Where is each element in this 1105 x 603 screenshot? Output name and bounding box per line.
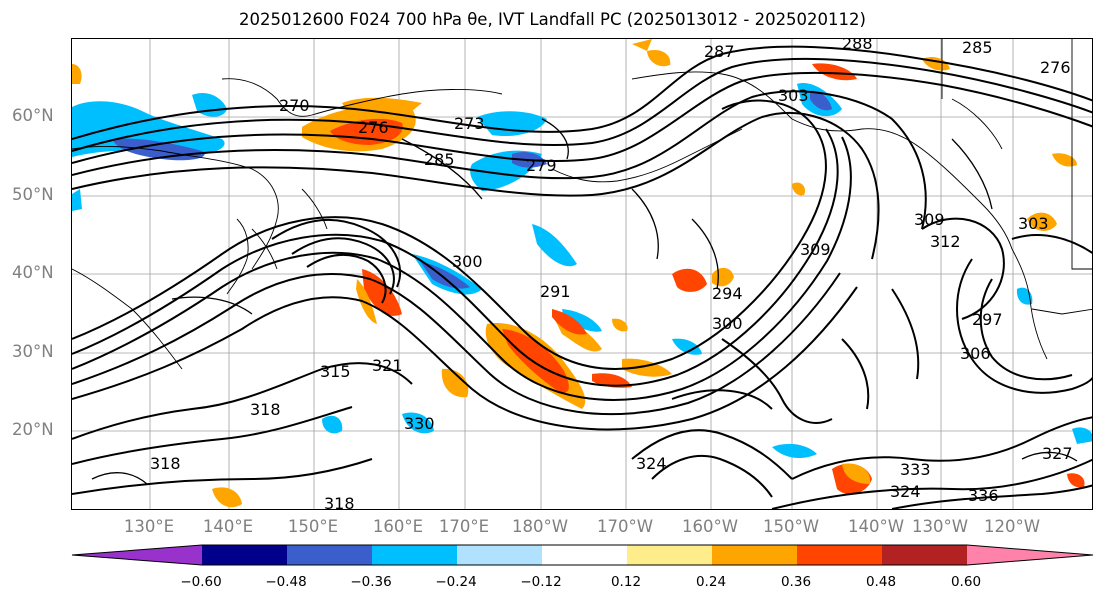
contour-label: 321 (372, 356, 403, 375)
colorbar-outline (71, 544, 1094, 566)
colorbar-segment (712, 545, 797, 565)
contour-label: 309 (800, 240, 831, 259)
colorbar-tick: −0.24 (435, 574, 477, 590)
contour-label: 279 (526, 156, 557, 175)
lon-label: 140°W (847, 517, 905, 536)
colorbar-segment (372, 545, 457, 565)
lon-label: 170°E (438, 517, 490, 536)
colorbar-segment (967, 545, 1094, 565)
map-panel: 270 273 276 279 285 287 288 285 276 303 … (71, 38, 1093, 510)
coastlines (72, 39, 1092, 370)
contour-label: 336 (968, 486, 999, 505)
lon-label: 170°W (596, 517, 654, 536)
contour-label: 303 (778, 86, 809, 105)
map-plot: 270 273 276 279 285 287 288 285 276 303 … (72, 39, 1092, 510)
lon-label: 130°W (911, 517, 969, 536)
contour-label: 276 (358, 118, 389, 137)
contour-label: 306 (960, 344, 991, 363)
contour-label: 318 (150, 454, 181, 473)
contour-label: 333 (900, 460, 931, 479)
contour-label: 300 (452, 252, 483, 271)
colorbar-tick: −0.60 (180, 574, 222, 590)
contour-label: 287 (704, 42, 735, 61)
contour-label: 285 (424, 150, 455, 169)
contour-label: 300 (712, 314, 743, 333)
contour-label: 303 (1018, 214, 1049, 233)
contour-label: 288 (842, 39, 873, 53)
contour-label: 315 (320, 362, 351, 381)
lon-label: 150°W (762, 517, 820, 536)
contour-label: 327 (1042, 444, 1073, 463)
colorbar-tick: −0.12 (520, 574, 562, 590)
colorbar-segment (202, 545, 287, 565)
contour-label: 324 (890, 482, 921, 501)
lon-label: 160°E (372, 517, 424, 536)
colorbar-tick: −0.48 (265, 574, 307, 590)
contour-label: 312 (930, 232, 961, 251)
contour-label: 324 (636, 454, 667, 473)
lon-label: 180°W (511, 517, 569, 536)
colorbar-segment (627, 545, 712, 565)
lon-label: 150°E (287, 517, 339, 536)
contour-label: 291 (540, 282, 571, 301)
contour-label: 318 (250, 400, 281, 419)
colorbar-segments (71, 544, 1094, 566)
contour-label: 270 (279, 96, 310, 115)
colorbar-tick: 0.36 (780, 574, 812, 590)
colorbar-tick: −0.36 (350, 574, 392, 590)
colorbar-tick: 0.60 (950, 574, 982, 590)
contour-label: 297 (972, 310, 1003, 329)
theta-e-contours (72, 45, 1092, 509)
contour-label: 330 (404, 414, 435, 433)
colorbar-segment (882, 545, 967, 565)
contour-label: 309 (914, 210, 945, 229)
chart-title: 2025012600 F024 700 hPa θe, IVT Landfall… (239, 10, 866, 29)
colorbar-tick: 0.12 (610, 574, 642, 590)
colorbar-segment (72, 545, 202, 565)
contour-label: 318 (324, 494, 355, 510)
colorbar-segment (797, 545, 882, 565)
lon-label: 160°W (681, 517, 739, 536)
contour-labels: 270 273 276 279 285 287 288 285 276 303 … (150, 39, 1073, 510)
contour-label: 285 (962, 39, 993, 57)
lat-label: 20°N (12, 420, 54, 439)
colorbar (71, 544, 1094, 566)
lat-label: 50°N (12, 185, 54, 204)
contour-label: 276 (1040, 58, 1071, 77)
colorbar-tick: 0.48 (865, 574, 897, 590)
contour-label: 294 (712, 284, 743, 303)
lon-label: 140°E (202, 517, 254, 536)
contour-label: 273 (454, 114, 485, 133)
lat-label: 60°N (12, 106, 54, 125)
lon-label: 130°E (123, 517, 175, 536)
colorbar-segment (542, 545, 627, 565)
colorbar-segment (287, 545, 372, 565)
colorbar-tick: 0.24 (695, 574, 727, 590)
lat-label: 30°N (12, 342, 54, 361)
lon-label: 120°W (983, 517, 1041, 536)
colorbar-segment (457, 545, 542, 565)
theta-e-thin-contours (91, 118, 1078, 485)
pc-shading (72, 39, 1092, 508)
lat-label: 40°N (12, 263, 54, 282)
